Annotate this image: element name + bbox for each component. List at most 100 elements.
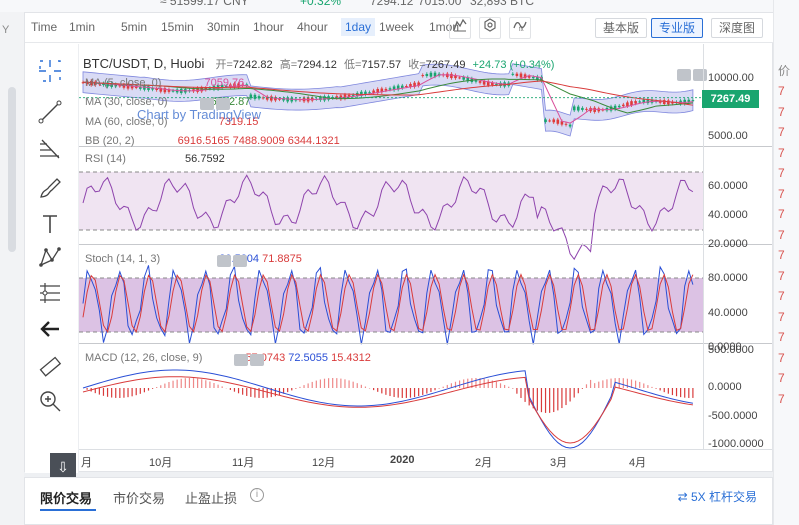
candle-body [417, 82, 420, 86]
orderbook-price[interactable]: 7 [778, 104, 785, 119]
time-axis[interactable]: 月 10月 11月 12月 2020 2月 3月 4月 [79, 449, 772, 472]
candle-body [511, 73, 515, 75]
text-tool-icon[interactable] [37, 211, 63, 237]
pattern-tool-icon[interactable] [37, 244, 63, 270]
orderbook-price[interactable]: 7 [778, 309, 785, 324]
zoom-in-icon[interactable] [37, 388, 63, 414]
fib-tool-icon[interactable] [37, 136, 63, 162]
view-depth-button[interactable]: 深度图 [711, 18, 763, 38]
orderbook-price[interactable]: 7 [778, 289, 785, 303]
price-axis[interactable]: 10000.00 5000.00 60.0000 40.0000 20.0000… [703, 44, 772, 450]
chevron-down-icon: ⇩ [57, 459, 69, 475]
legend-settings-icon[interactable] [200, 98, 214, 110]
price-chart-canvas[interactable] [79, 44, 703, 449]
bb-legend[interactable]: BB (20, 2) 6916.5165 7488.9009 6344.1321 [85, 135, 340, 147]
stoch-legend[interactable]: Stoch (14, 1, 3) 80.5204 71.8875 [85, 253, 302, 265]
candle-body [118, 85, 122, 87]
axis-tick: 20.0000 [708, 238, 748, 250]
candle-body [421, 75, 425, 77]
orderbook-price[interactable]: 7 [778, 248, 785, 262]
interval-30min[interactable]: 30min [207, 20, 240, 34]
info-icon[interactable]: i [250, 488, 264, 502]
ma5-legend[interactable]: MA (5, close, 0) 7059.76 [85, 77, 245, 89]
order-panel: 限价交易 市价交易 止盈止损 i ⇄ 5X 杠杆交易 [24, 477, 773, 525]
interval-1week[interactable]: 1week [379, 20, 414, 34]
candle-body [396, 85, 400, 90]
orderbook-price[interactable]: 7 [778, 350, 785, 365]
candle-body [491, 82, 494, 86]
page-scrollbar[interactable] [8, 87, 16, 252]
chart-type-icon[interactable] [449, 17, 471, 39]
candle-body [98, 83, 101, 85]
ma60-legend[interactable]: MA (60, close, 0) 7319.15 [85, 116, 259, 128]
brush-icon[interactable] [37, 175, 63, 201]
tab-stop-order[interactable]: 止盈止损 [185, 491, 238, 506]
interval-5min[interactable]: 5min [121, 20, 148, 34]
candle-body [576, 106, 580, 111]
candle-body [405, 86, 408, 88]
interval-15min[interactable]: 15min [161, 20, 194, 34]
legend-close-icon[interactable] [233, 255, 247, 267]
interval-1min[interactable]: 1min [69, 20, 96, 34]
candle-body [126, 84, 130, 89]
legend-close-icon[interactable] [216, 98, 230, 110]
settings-icon[interactable] [479, 17, 501, 39]
orderbook-price[interactable]: 7 [778, 330, 785, 344]
orderbook-price[interactable]: 7 [778, 207, 785, 221]
interval-1day[interactable]: 1day [341, 18, 376, 36]
ticker-low: 7015.00 [418, 0, 462, 8]
time-tick: 10月 [149, 457, 173, 469]
legend-settings-icon[interactable] [234, 354, 248, 366]
legend-close-icon[interactable] [250, 354, 264, 366]
candle-body [134, 87, 138, 89]
axis-tick: 500.0000 [708, 344, 754, 356]
indicators-icon[interactable]: fx [509, 17, 531, 39]
macd-legend[interactable]: MACD (12, 26, close, 9) 57.0743 72.5055 … [85, 352, 371, 364]
candle-body [323, 96, 326, 101]
ruler-icon[interactable] [37, 354, 63, 380]
back-arrow-icon[interactable] [37, 316, 63, 342]
interval-1mon[interactable]: 1mon [429, 20, 460, 34]
interval-4hour[interactable]: 4hour [297, 20, 328, 34]
leverage-icon: ⇄ [677, 490, 688, 504]
pane-divider[interactable] [79, 343, 772, 344]
pane-divider[interactable] [79, 244, 772, 245]
candle-body [229, 84, 232, 88]
orderbook-price[interactable]: 7 [778, 371, 785, 385]
alert-icon[interactable] [677, 69, 691, 81]
pane-divider[interactable] [79, 146, 772, 147]
time-label[interactable]: Time [31, 20, 58, 34]
rsi-legend[interactable]: RSI (14) 56.7592 [85, 153, 225, 165]
orderbook-price[interactable]: 7 [778, 268, 785, 283]
crosshair-icon[interactable] [37, 58, 63, 84]
candle-body [400, 85, 404, 89]
interval-1hour[interactable]: 1hour [253, 20, 284, 34]
orderbook-price[interactable]: 7 [778, 84, 785, 98]
candle-body [196, 87, 199, 92]
forecast-tool-icon[interactable] [37, 280, 63, 306]
orderbook-price[interactable]: 7 [778, 391, 785, 406]
candle-body [114, 84, 118, 87]
orderbook-price[interactable]: 7 [778, 227, 785, 242]
symbol-label[interactable]: BTC/USDT, D, Huobi [83, 56, 205, 71]
candle-body [630, 101, 633, 106]
collapse-toolbar-button[interactable]: ⇩ [50, 453, 76, 481]
candle-body [224, 86, 228, 88]
leverage-link[interactable]: ⇄ 5X 杠杆交易 [677, 490, 757, 504]
orderbook-price[interactable]: 7 [778, 166, 785, 180]
view-pro-button[interactable]: 专业版 [651, 18, 703, 38]
tab-limit-order[interactable]: 限价交易 [40, 491, 93, 506]
orderbook-price[interactable]: 7 [778, 145, 785, 160]
tab-market-order[interactable]: 市价交易 [113, 491, 166, 506]
candle-body [233, 83, 236, 88]
candle-body [110, 82, 113, 87]
trend-line-icon[interactable] [37, 99, 63, 125]
orderbook-price[interactable]: 7 [778, 186, 785, 201]
candle-body [257, 96, 261, 99]
time-tick: 12月 [312, 457, 336, 469]
view-basic-button[interactable]: 基本版 [595, 18, 647, 38]
candle-body [208, 87, 212, 89]
candle-body [626, 102, 629, 107]
orderbook-price[interactable]: 7 [778, 125, 785, 139]
legend-settings-icon[interactable] [217, 255, 231, 267]
